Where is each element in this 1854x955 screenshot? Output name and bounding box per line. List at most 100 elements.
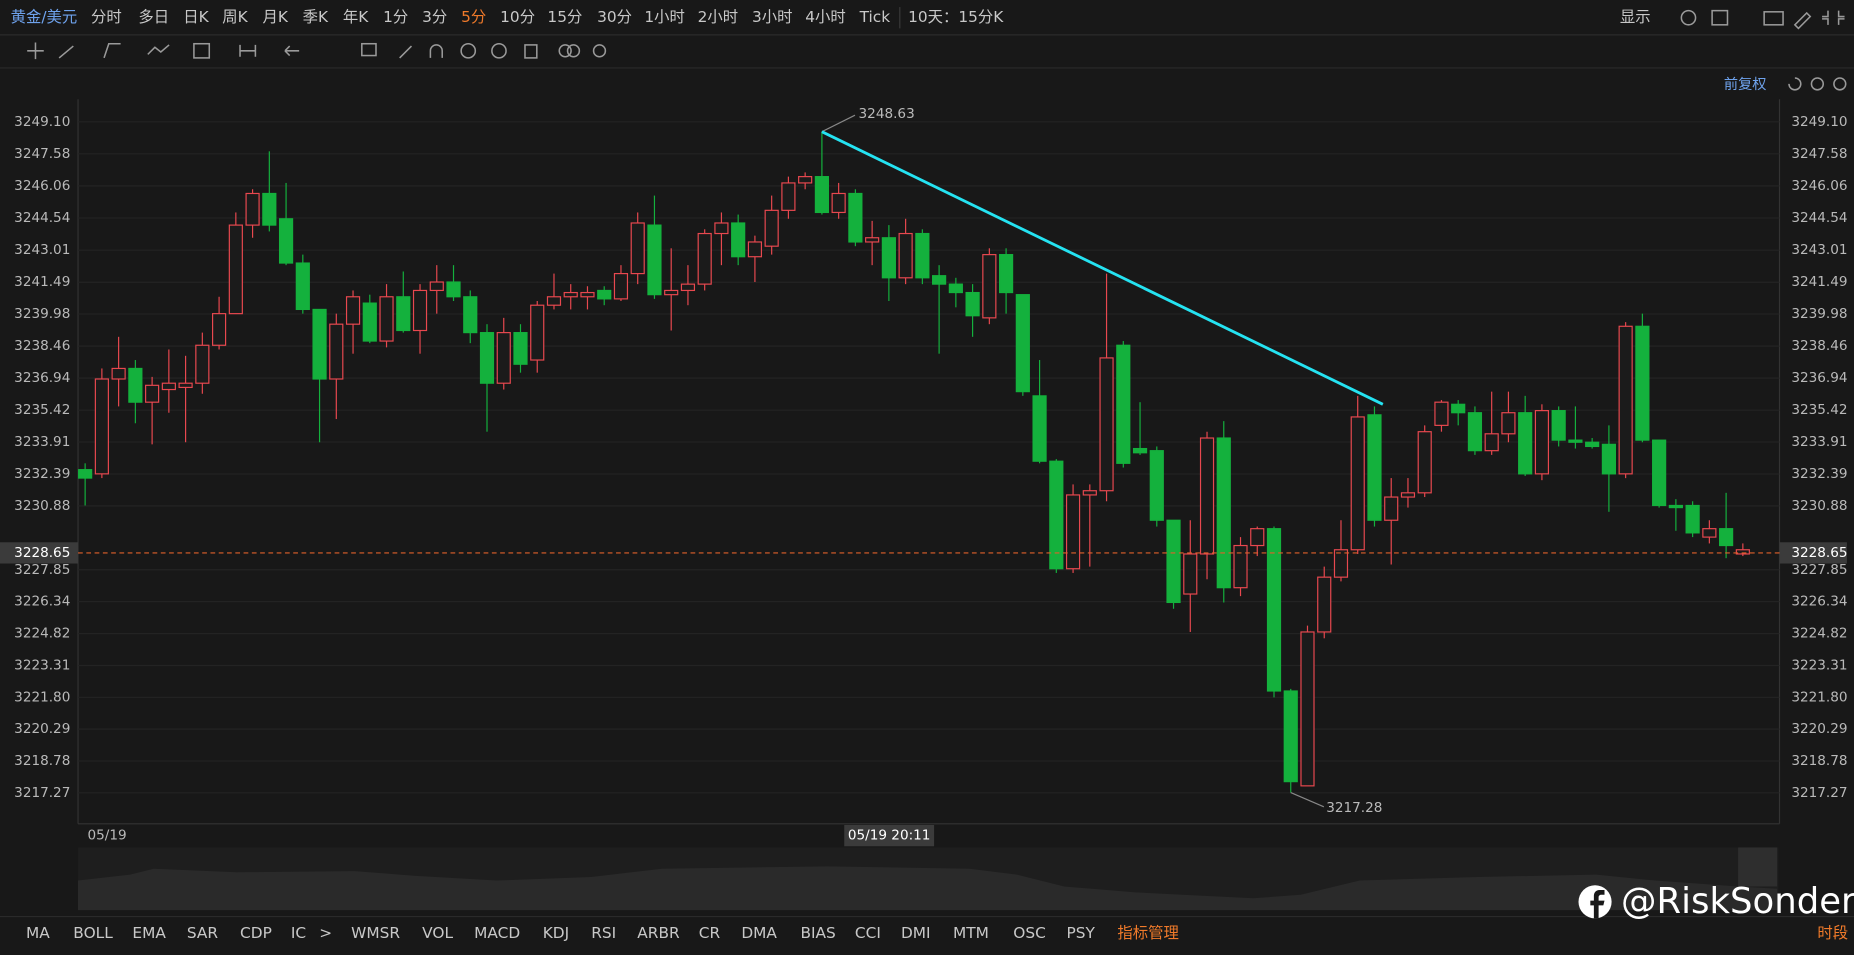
- indicator-tab[interactable]: EMA: [132, 924, 166, 942]
- indicator-tab[interactable]: DMA: [741, 924, 777, 942]
- zoom-in-icon[interactable]: [1833, 77, 1847, 91]
- candle-body: [1551, 410, 1566, 441]
- candle-body: [597, 289, 612, 300]
- measure-icon[interactable]: [239, 44, 257, 57]
- candle-body: [998, 254, 1014, 294]
- period-tab[interactable]: 3小时: [752, 8, 793, 26]
- candle-body: [1400, 492, 1416, 498]
- indicator-tab[interactable]: ARBR: [637, 924, 680, 942]
- candle-body: [1283, 690, 1298, 783]
- fullscreen-icon[interactable]: [1822, 10, 1845, 25]
- candle-body: [1618, 325, 1633, 475]
- display-menu[interactable]: 显示: [1620, 8, 1651, 26]
- settings-icon[interactable]: [592, 44, 607, 58]
- period-tab[interactable]: 30分: [597, 8, 632, 26]
- navigator-handle[interactable]: [1738, 847, 1778, 887]
- indicator-tab[interactable]: IC: [291, 924, 306, 942]
- session-tab[interactable]: 时段: [1817, 924, 1848, 942]
- min-pointer: [1290, 792, 1325, 808]
- max-label: 3248.63: [859, 106, 915, 122]
- indicator-tab[interactable]: >: [319, 924, 332, 942]
- period-tab[interactable]: 周K: [222, 8, 248, 26]
- indicator-tab[interactable]: CDP: [240, 924, 272, 942]
- last-price-label: 3228.65: [14, 545, 70, 561]
- indicator-tab[interactable]: OSC: [1013, 924, 1046, 942]
- period-tab[interactable]: 季K: [303, 8, 329, 26]
- candle-body: [1266, 528, 1282, 692]
- move-icon[interactable]: [27, 42, 44, 60]
- period-tab[interactable]: 5分: [461, 8, 486, 26]
- facebook-glyph: [1590, 889, 1605, 919]
- settings-icon[interactable]: [1680, 9, 1697, 26]
- eye-icon[interactable]: [460, 42, 477, 59]
- line-icon[interactable]: [58, 45, 74, 59]
- period-tab[interactable]: 年K: [343, 8, 369, 26]
- indicator-manage[interactable]: 指标管理: [1117, 924, 1178, 942]
- indicator-tab[interactable]: MACD: [474, 924, 520, 942]
- indicator-tab[interactable]: DMI: [901, 924, 931, 942]
- magnet-icon[interactable]: [429, 44, 443, 58]
- indicator-tab[interactable]: BIAS: [800, 924, 835, 942]
- period-tab[interactable]: 1分: [383, 8, 408, 26]
- candle-body: [932, 275, 947, 285]
- arrow-icon[interactable]: [284, 45, 300, 57]
- indicator-tab[interactable]: KDJ: [543, 924, 569, 942]
- indicator-tab[interactable]: MA: [26, 924, 50, 942]
- crosshair-label: 05/19 20:11: [848, 828, 931, 844]
- delete-icon[interactable]: [524, 44, 538, 59]
- indicator-tab[interactable]: SAR: [187, 924, 219, 942]
- comment-icon[interactable]: [361, 42, 377, 57]
- candle-body: [1484, 433, 1499, 452]
- period-tab[interactable]: 多日: [138, 8, 169, 26]
- indicator-tab[interactable]: BOLL: [73, 924, 113, 942]
- candle-body: [1116, 344, 1131, 464]
- channel-icon[interactable]: [103, 42, 121, 59]
- hide-icon[interactable]: [491, 42, 507, 59]
- price-box: [0, 542, 79, 564]
- indicator-tab[interactable]: WMSR: [351, 924, 400, 942]
- wave-icon[interactable]: [147, 44, 170, 55]
- candle-body: [865, 237, 880, 243]
- y-tick-label: 3220.29: [14, 721, 70, 737]
- y-tick-label-right: 3244.54: [1791, 210, 1847, 226]
- period-tab[interactable]: 3分: [422, 8, 447, 26]
- candle-body: [195, 344, 210, 384]
- period-tab[interactable]: 日K: [183, 8, 209, 26]
- indicator-tab[interactable]: PSY: [1067, 924, 1096, 942]
- period-tab[interactable]: 10分: [500, 8, 535, 26]
- camera-icon[interactable]: [1763, 11, 1784, 26]
- indicator-tab[interactable]: VOL: [422, 924, 453, 942]
- period-tab[interactable]: Tick: [859, 8, 891, 26]
- period-tab[interactable]: 15分: [547, 8, 582, 26]
- pen-icon[interactable]: [399, 45, 413, 59]
- adjust-mode[interactable]: 前复权: [1724, 76, 1767, 93]
- y-tick-label-right: 3239.98: [1791, 306, 1847, 322]
- candle-body: [1652, 439, 1667, 507]
- link-icon[interactable]: [558, 44, 572, 58]
- period-tab[interactable]: 月K: [262, 8, 288, 26]
- candle-body: [1216, 437, 1231, 589]
- indicator-tab[interactable]: RSI: [591, 924, 616, 942]
- period-tab[interactable]: 分时: [91, 8, 122, 26]
- indicator-tab[interactable]: CCI: [855, 924, 881, 942]
- period-tab[interactable]: 1小时: [644, 8, 685, 26]
- layout-icon[interactable]: [1711, 9, 1729, 26]
- indicator-tab[interactable]: MTM: [953, 924, 989, 942]
- candle-body: [1719, 528, 1734, 547]
- period-tab[interactable]: 2小时: [698, 8, 739, 26]
- y-tick-label: 3249.10: [14, 114, 70, 130]
- indicator-tab[interactable]: CR: [699, 924, 721, 942]
- candle-body: [362, 302, 377, 342]
- symbol[interactable]: 黄金/美元: [11, 8, 78, 26]
- zoom-out-icon[interactable]: [1810, 77, 1825, 91]
- reset-icon[interactable]: [1788, 77, 1802, 91]
- drawing-tools[interactable]: [27, 9, 1847, 91]
- draw-icon[interactable]: [1793, 11, 1812, 30]
- candle-body: [965, 291, 980, 317]
- candle-body: [1601, 443, 1616, 475]
- range-select[interactable]: 10天：15分K: [908, 8, 1004, 26]
- link-icon[interactable]: [566, 44, 581, 58]
- grid-icon[interactable]: [193, 42, 211, 59]
- candle-body: [1199, 437, 1215, 555]
- period-tab[interactable]: 4小时: [805, 8, 846, 26]
